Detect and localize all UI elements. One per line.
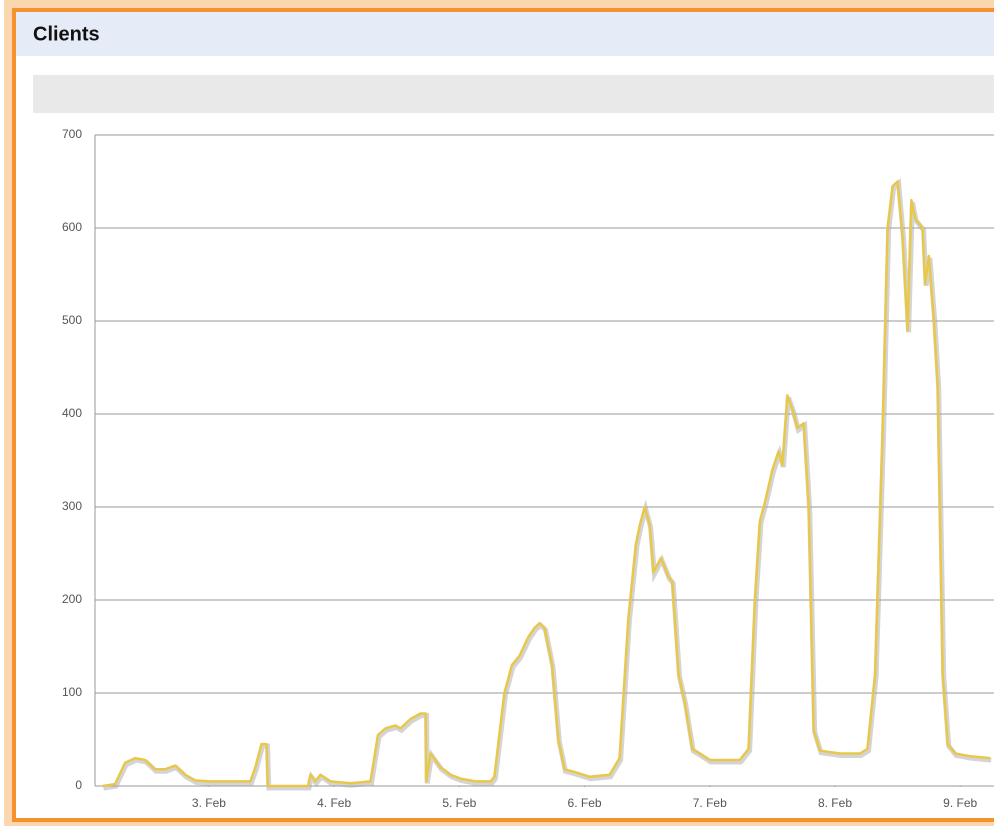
x-tick-label: 7. Feb <box>693 796 727 810</box>
y-tick-label: 600 <box>62 220 82 234</box>
y-tick-label: 700 <box>62 127 82 141</box>
toolbar <box>33 75 994 113</box>
y-tick-label: 300 <box>62 499 82 513</box>
x-tick-label: 6. Feb <box>568 796 602 810</box>
x-tick-label: 8. Feb <box>818 796 852 810</box>
series-group <box>102 178 992 791</box>
y-tick-label: 100 <box>62 685 82 699</box>
panel-title: Clients <box>33 23 100 45</box>
series-line <box>102 180 991 788</box>
y-tick-label: 200 <box>62 592 82 606</box>
x-tick-label: 5. Feb <box>442 796 476 810</box>
y-tick-label: 400 <box>62 406 82 420</box>
x-tick-label: 9. Feb <box>943 796 977 810</box>
panel-header <box>16 12 994 56</box>
y-tick-label: 500 <box>62 313 82 327</box>
y-tick-label: 0 <box>75 778 82 792</box>
x-tick-label: 3. Feb <box>192 796 226 810</box>
frame <box>12 8 994 822</box>
x-tick-label: 4. Feb <box>317 796 351 810</box>
